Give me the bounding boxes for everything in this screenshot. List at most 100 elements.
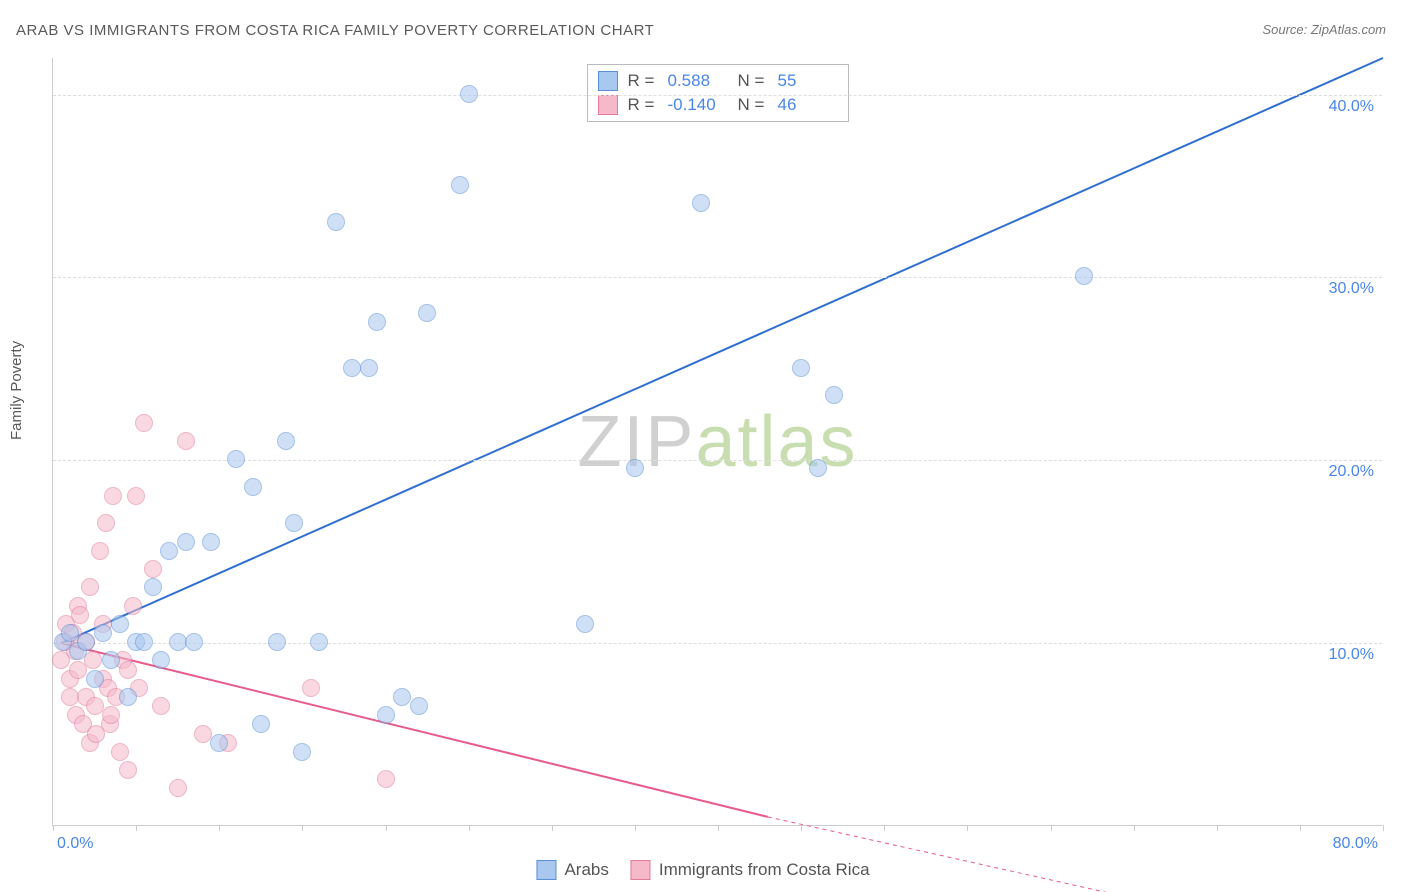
data-point: [343, 359, 361, 377]
x-tick: [552, 825, 553, 831]
x-tick: [1383, 825, 1384, 831]
data-point: [185, 633, 203, 651]
trend-lines: [53, 58, 1383, 826]
x-tick: [635, 825, 636, 831]
data-point: [410, 697, 428, 715]
data-point: [210, 734, 228, 752]
x-tick: [136, 825, 137, 831]
y-axis-label: Family Poverty: [8, 341, 25, 440]
data-point: [825, 386, 843, 404]
x-tick: [1134, 825, 1135, 831]
gridline-h: [53, 643, 1382, 644]
data-point: [252, 715, 270, 733]
data-point: [135, 633, 153, 651]
data-point: [152, 697, 170, 715]
data-point: [285, 514, 303, 532]
data-point: [119, 761, 137, 779]
legend-label-costa-rica: Immigrants from Costa Rica: [659, 860, 870, 880]
data-point: [71, 606, 89, 624]
x-tick: [967, 825, 968, 831]
data-point: [127, 487, 145, 505]
data-point: [102, 706, 120, 724]
data-point: [94, 624, 112, 642]
data-point: [86, 670, 104, 688]
data-point: [268, 633, 286, 651]
gridline-h: [53, 95, 1382, 96]
data-point: [61, 624, 79, 642]
data-point: [84, 651, 102, 669]
data-point: [393, 688, 411, 706]
gridline-h: [53, 460, 1382, 461]
data-point: [302, 679, 320, 697]
data-point: [119, 661, 137, 679]
x-tick: [1300, 825, 1301, 831]
x-tick: [53, 825, 54, 831]
data-point: [124, 597, 142, 615]
swatch-arabs: [536, 860, 556, 880]
x-tick: [219, 825, 220, 831]
data-point: [160, 542, 178, 560]
data-point: [360, 359, 378, 377]
data-point: [102, 651, 120, 669]
plot-area: ZIPatlas R = 0.588 N = 55 R = -0.140 N =…: [52, 58, 1382, 826]
x-tick: [718, 825, 719, 831]
gridline-h: [53, 277, 1382, 278]
x-tick: [884, 825, 885, 831]
swatch-costa-rica: [631, 860, 651, 880]
x-tick: [801, 825, 802, 831]
data-point: [460, 85, 478, 103]
data-point: [61, 688, 79, 706]
data-point: [244, 478, 262, 496]
data-point: [1075, 267, 1093, 285]
data-point: [202, 533, 220, 551]
legend-item-costa-rica: Immigrants from Costa Rica: [631, 860, 870, 880]
data-point: [809, 459, 827, 477]
data-point: [418, 304, 436, 322]
data-point: [368, 313, 386, 331]
data-point: [626, 459, 644, 477]
y-tick-label: 30.0%: [1329, 280, 1374, 298]
x-tick-label-last: 80.0%: [1333, 835, 1378, 853]
data-point: [77, 633, 95, 651]
data-point: [377, 770, 395, 788]
data-point: [194, 725, 212, 743]
x-tick: [302, 825, 303, 831]
data-point: [177, 533, 195, 551]
y-tick-label: 10.0%: [1329, 646, 1374, 664]
x-tick: [469, 825, 470, 831]
data-point: [144, 578, 162, 596]
data-point: [119, 688, 137, 706]
data-point: [327, 213, 345, 231]
x-tick-label-first: 0.0%: [57, 835, 93, 853]
data-point: [169, 633, 187, 651]
source-attribution: Source: ZipAtlas.com: [1262, 22, 1386, 37]
data-point: [104, 487, 122, 505]
data-point: [86, 697, 104, 715]
data-point: [576, 615, 594, 633]
x-tick: [1217, 825, 1218, 831]
y-tick-label: 20.0%: [1329, 463, 1374, 481]
legend-item-arabs: Arabs: [536, 860, 608, 880]
chart-title: ARAB VS IMMIGRANTS FROM COSTA RICA FAMIL…: [16, 22, 654, 39]
data-point: [692, 194, 710, 212]
data-point: [227, 450, 245, 468]
x-tick: [386, 825, 387, 831]
data-point: [377, 706, 395, 724]
data-point: [792, 359, 810, 377]
data-point: [135, 414, 153, 432]
data-point: [144, 560, 162, 578]
x-tick: [1051, 825, 1052, 831]
data-point: [97, 514, 115, 532]
data-point: [81, 578, 99, 596]
data-point: [310, 633, 328, 651]
y-tick-label: 40.0%: [1329, 98, 1374, 116]
legend-label-arabs: Arabs: [564, 860, 608, 880]
data-point: [111, 743, 129, 761]
data-point: [152, 651, 170, 669]
data-point: [111, 615, 129, 633]
data-point: [169, 779, 187, 797]
data-point: [451, 176, 469, 194]
data-point: [91, 542, 109, 560]
series-legend: Arabs Immigrants from Costa Rica: [536, 860, 869, 880]
data-point: [277, 432, 295, 450]
